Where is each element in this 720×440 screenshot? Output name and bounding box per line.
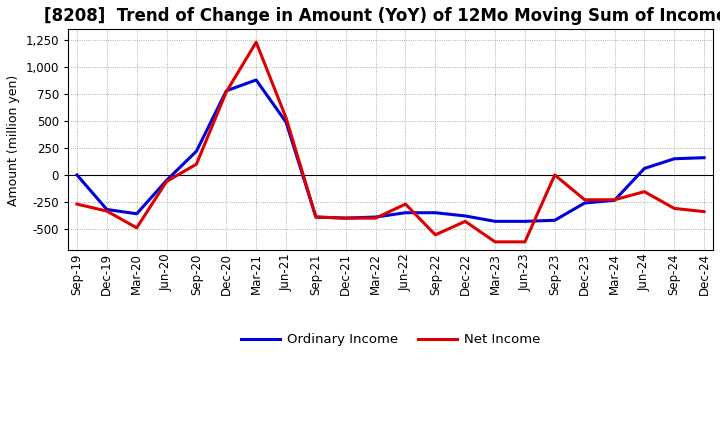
Net Income xyxy=(341,216,350,221)
Ordinary Income xyxy=(700,155,708,160)
Net Income xyxy=(700,209,708,214)
Net Income xyxy=(640,189,649,194)
Ordinary Income xyxy=(192,149,201,154)
Net Income xyxy=(521,239,529,245)
Net Income xyxy=(222,89,230,95)
Net Income xyxy=(610,197,618,202)
Line: Net Income: Net Income xyxy=(77,42,704,242)
Net Income xyxy=(162,179,171,184)
Ordinary Income xyxy=(521,219,529,224)
Legend: Ordinary Income, Net Income: Ordinary Income, Net Income xyxy=(235,328,546,352)
Net Income xyxy=(312,214,320,220)
Ordinary Income xyxy=(431,210,440,215)
Net Income xyxy=(461,219,469,224)
Ordinary Income xyxy=(252,77,261,83)
Net Income xyxy=(252,40,261,45)
Net Income xyxy=(282,115,290,121)
Net Income xyxy=(491,239,500,245)
Ordinary Income xyxy=(162,178,171,183)
Ordinary Income xyxy=(73,172,81,178)
Ordinary Income xyxy=(132,211,141,216)
Ordinary Income xyxy=(491,219,500,224)
Net Income xyxy=(372,216,380,221)
Ordinary Income xyxy=(341,216,350,221)
Ordinary Income xyxy=(282,119,290,125)
Ordinary Income xyxy=(372,214,380,220)
Net Income xyxy=(431,232,440,238)
Title: [8208]  Trend of Change in Amount (YoY) of 12Mo Moving Sum of Incomes: [8208] Trend of Change in Amount (YoY) o… xyxy=(44,7,720,25)
Net Income xyxy=(132,225,141,231)
Net Income xyxy=(551,172,559,178)
Net Income xyxy=(580,197,589,202)
Ordinary Income xyxy=(102,207,111,212)
Net Income xyxy=(670,206,678,211)
Ordinary Income xyxy=(461,213,469,219)
Net Income xyxy=(102,209,111,214)
Line: Ordinary Income: Ordinary Income xyxy=(77,80,704,221)
Net Income xyxy=(401,202,410,207)
Ordinary Income xyxy=(401,210,410,215)
Net Income xyxy=(73,202,81,207)
Ordinary Income xyxy=(580,200,589,205)
Ordinary Income xyxy=(312,214,320,220)
Ordinary Income xyxy=(551,218,559,223)
Ordinary Income xyxy=(670,156,678,161)
Ordinary Income xyxy=(222,88,230,93)
Net Income xyxy=(192,161,201,167)
Y-axis label: Amount (million yen): Amount (million yen) xyxy=(7,74,20,205)
Ordinary Income xyxy=(640,166,649,171)
Ordinary Income xyxy=(610,198,618,203)
